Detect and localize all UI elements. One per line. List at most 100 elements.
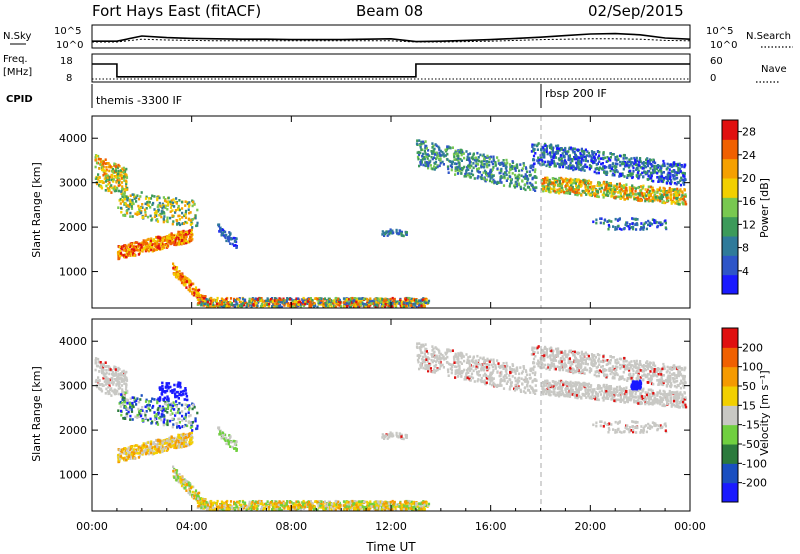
power-scatter-cell [679, 179, 682, 182]
power-scatter-cell [169, 236, 172, 239]
power-scatter-cell [245, 305, 248, 309]
power-scatter-cell [169, 202, 172, 206]
power-scatter-cell [200, 298, 203, 301]
power-scatter-cell [560, 159, 564, 163]
power-scatter-cell [676, 187, 679, 191]
power-scatter-cell [408, 301, 411, 304]
power-scatter-cell [639, 197, 643, 201]
power-scatter-cell [138, 197, 141, 201]
power-scatter-cell [475, 156, 478, 160]
velocity-scatter-cell [166, 406, 170, 409]
power-scatter-cell [193, 291, 196, 295]
power-scatter-cell [176, 223, 179, 226]
power-scatter-cell [667, 174, 670, 177]
power-scatter-cell [463, 165, 466, 169]
power-scatter-cell [99, 160, 102, 164]
power-scatter-cell [128, 205, 131, 208]
power-scatter-cell [125, 195, 128, 198]
power-scatter-cell [190, 239, 193, 242]
power-scatter-cell [303, 301, 306, 304]
power-scatter-cell [678, 190, 681, 194]
power-scatter-cell [480, 160, 483, 164]
power-scatter-cell [283, 304, 286, 307]
power-scatter-cell [558, 149, 561, 152]
power-scatter-cell [381, 305, 384, 308]
power-scatter-cell [186, 277, 189, 280]
power-scatter-cell [160, 215, 163, 219]
velocity-scatter-cell [190, 434, 193, 437]
power-scatter-cell [577, 188, 580, 191]
power-scatter-cell [438, 148, 441, 151]
power-scatter-cell [172, 220, 175, 223]
power-scatter-cell [266, 303, 269, 307]
power-scatter-cell [649, 194, 652, 198]
velocity-scatter-cell [96, 379, 99, 383]
power-scatter-cell [346, 300, 349, 304]
power-scatter-cell [172, 262, 175, 266]
power-scatter-cell [389, 300, 392, 303]
power-colorbar-label: Power [dB] [758, 178, 771, 238]
power-scatter-cell [520, 174, 523, 177]
power-scatter-cell [577, 186, 580, 189]
power-scatter-cell [417, 150, 420, 154]
power-scatter-cell [679, 188, 682, 191]
power-scatter-cell [310, 303, 313, 306]
power-scatter-cell [680, 196, 683, 200]
power-scatter-cell [422, 157, 425, 161]
power-scatter-cell [576, 161, 579, 165]
velocity-scatter-cell [132, 448, 135, 451]
n-search-label: N.Search [746, 31, 791, 42]
power-scatter-cell [681, 171, 684, 175]
power-scatter-cell [654, 193, 657, 196]
power-scatter-cell [215, 302, 219, 306]
power-scatter-cell [127, 244, 130, 247]
power-scatter-cell [289, 298, 292, 301]
power-scatter-cell [363, 297, 366, 301]
power-scatter-cell [566, 182, 569, 185]
power-scatter-cell [163, 204, 167, 208]
power-scatter-cell [659, 221, 662, 224]
power-scatter-cell [119, 249, 122, 253]
power-scatter-cell [151, 194, 154, 198]
power-scatter-cell [367, 301, 370, 304]
power-scatter-cell [429, 164, 432, 167]
power-scatter-cell [679, 164, 682, 167]
velocity-scatter-cell [140, 414, 143, 418]
velocity-scatter-cell [156, 439, 159, 442]
power-scatter-cell [477, 156, 480, 159]
power-scatter-cell [551, 161, 554, 165]
power-scatter-cell [131, 200, 134, 204]
power-scatter-cell [630, 173, 633, 177]
power-scatter-cell [544, 186, 548, 189]
power-scatter-cell [150, 219, 153, 222]
power-scatter-cell [223, 301, 226, 305]
velocity-scatter-cell [171, 441, 174, 445]
power-scatter-cell [570, 187, 573, 191]
velocity-scatter-cell [191, 403, 194, 407]
power-scatter-cell [589, 186, 592, 189]
power-scatter-cell [175, 243, 178, 247]
velocity-scatter-cell [163, 449, 166, 452]
power-scatter-cell [660, 170, 663, 173]
power-scatter-cell [108, 169, 111, 173]
power-scatter-cell [547, 186, 550, 190]
power-scatter-cell [649, 224, 652, 227]
power-scatter-cell [217, 305, 220, 309]
power-scatter-cell [533, 148, 536, 151]
power-scatter-cell [666, 176, 669, 179]
power-scatter-cell [500, 167, 503, 171]
power-scatter-cell [560, 183, 563, 186]
power-scatter-cell [360, 297, 363, 300]
power-scatter-cell [405, 231, 408, 234]
power-scatter-cell [287, 302, 290, 305]
power-scatter-cell [649, 222, 652, 225]
power-scatter-cell [239, 300, 242, 304]
power-scatter-cell [257, 301, 260, 304]
power-scatter-cell [189, 236, 192, 239]
power-scatter-cell [185, 286, 188, 289]
power-scatter-cell [658, 186, 662, 190]
power-scatter-cell [516, 177, 519, 181]
power-scatter-cell [467, 164, 470, 167]
power-scatter-cell [132, 248, 136, 251]
power-scatter-cell [304, 302, 307, 306]
